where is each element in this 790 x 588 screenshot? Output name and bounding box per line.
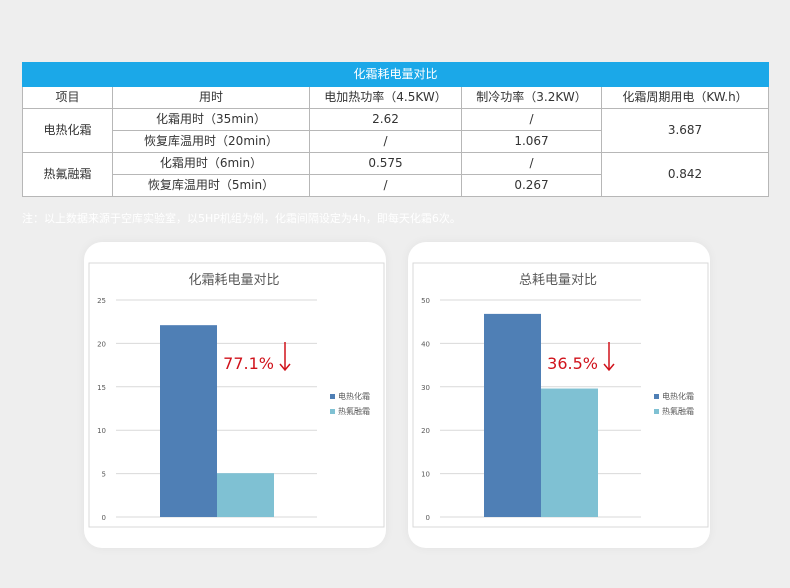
row-label: 化霜用时（6min） [112, 152, 310, 175]
row-label: 化霜用时（35min） [112, 108, 310, 131]
legend-swatch [330, 394, 335, 399]
y-tick-label: 30 [421, 384, 430, 392]
table-row: 恢复库温用时（20min） / 1.067 [23, 130, 769, 153]
legend-label: 热氟融霜 [662, 406, 694, 416]
y-tick-label: 15 [97, 384, 106, 392]
legend-label: 电热化霜 [338, 391, 370, 401]
table-row: 热氟融霜 化霜用时（6min） 0.575 / 0.842 [22, 152, 770, 197]
y-tick-label: 50 [421, 297, 430, 305]
down-arrow-icon [603, 363, 615, 372]
chart-panel-defrost: 化霜耗电量对比 0 5 10 15 20 25 77.1% 电热化霜热氟融霜 [84, 242, 386, 548]
bar-electric-defrost [484, 313, 541, 517]
table-title: 化霜耗电量对比 [21, 62, 770, 87]
y-tick-label: 10 [97, 427, 106, 435]
legend-swatch [654, 409, 659, 414]
y-tick-label: 5 [102, 471, 106, 479]
legend-swatch [654, 394, 659, 399]
y-tick-label: 20 [97, 340, 106, 348]
group-name: 热氟融霜 [22, 152, 113, 197]
defrost-comparison-table: 化霜耗电量对比 项目 用时 电加热功率（4.5KW） 制冷功率（3.2KW） 化… [21, 62, 770, 197]
table-header-row: 项目 用时 电加热功率（4.5KW） 制冷功率（3.2KW） 化霜周期用电（KW… [22, 86, 770, 109]
bar-hot-gas-defrost [541, 388, 598, 517]
y-tick-label: 10 [421, 471, 430, 479]
row-cool-value: / [461, 108, 602, 131]
table-row: 恢复库温用时（5min） / 0.267 [23, 174, 769, 197]
row-heat-value: 0.575 [309, 152, 462, 175]
row-cool-value: / [461, 152, 602, 175]
comparison-table-wrap: 化霜耗电量对比 项目 用时 电加热功率（4.5KW） 制冷功率（3.2KW） 化… [21, 62, 770, 197]
y-tick-label: 0 [426, 514, 430, 522]
header-heat-power: 电加热功率（4.5KW） [309, 86, 462, 109]
y-tick-label: 25 [97, 297, 106, 305]
legend-swatch [330, 409, 335, 414]
bar-electric-defrost [160, 325, 217, 517]
group-total: 3.687 [600, 108, 770, 153]
data-source-note: 注：以上数据来源于空库实验室，以5HP机组为例，化霜间隔设定为4h，即每天化霜6… [22, 212, 461, 225]
group-name: 电热化霜 [22, 108, 113, 153]
reduction-label: 36.5% [547, 354, 598, 373]
header-cool-power: 制冷功率（3.2KW） [461, 86, 602, 109]
row-heat-value: / [309, 174, 462, 197]
group-total: 0.842 [600, 152, 770, 197]
bar-hot-gas-defrost [217, 473, 274, 517]
chart-panel-total: 总耗电量对比 0 10 20 30 40 50 36.5% 电热化霜热氟融霜 [408, 242, 710, 548]
y-tick-label: 20 [421, 427, 430, 435]
reduction-label: 77.1% [223, 354, 274, 373]
legend-label: 热氟融霜 [338, 406, 370, 416]
y-tick-label: 40 [421, 340, 430, 348]
table-title-row: 化霜耗电量对比 [21, 62, 770, 87]
chart-title: 总耗电量对比 [519, 273, 597, 288]
row-heat-value: / [309, 130, 462, 153]
row-label: 恢复库温用时（20min） [112, 130, 310, 153]
row-cool-value: 0.267 [461, 174, 602, 197]
row-cool-value: 1.067 [461, 130, 602, 153]
chart-title: 化霜耗电量对比 [188, 273, 279, 288]
y-tick-label: 0 [102, 514, 106, 522]
row-label: 恢复库温用时（5min） [112, 174, 310, 197]
down-arrow-icon [279, 363, 291, 372]
header-cycle-energy: 化霜周期用电（KW.h） [600, 86, 770, 109]
row-heat-value: 2.62 [309, 108, 462, 131]
header-item: 项目 [22, 86, 113, 109]
legend-label: 电热化霜 [662, 391, 694, 401]
table-row: 电热化霜 化霜用时（35min） 2.62 / 3.687 [22, 108, 770, 153]
header-duration: 用时 [112, 86, 310, 109]
